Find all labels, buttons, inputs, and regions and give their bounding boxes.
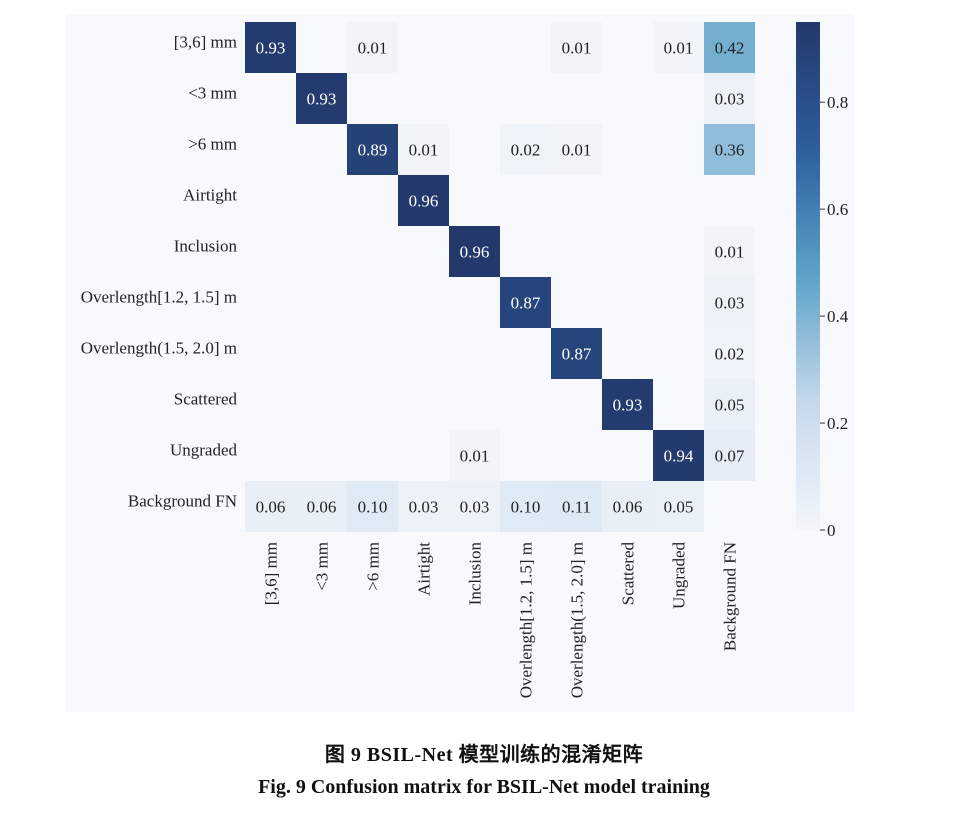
confusion-matrix-heatmap: 0.93 0.01 0.01 0.01 0.42 0.93 0.03 0.89 0.01 0.02… [81,22,849,698]
cell-value-label: 0.01 [664,39,694,58]
cell-value-label: 0.06 [256,498,286,517]
heatmap-cell [551,22,602,73]
cell-value-label: 0.10 [358,498,388,517]
cell-value-label: 0.01 [358,39,388,58]
heatmap-cell [296,481,347,532]
heatmap-cell [653,22,704,73]
heatmap-cell [704,379,755,430]
heatmap-cell [347,481,398,532]
column-tick-label: Ungraded [670,542,689,610]
cell-value-label: 0.89 [358,141,388,160]
cell-value-label: 0.01 [715,243,745,262]
column-tick-label: >6 mm [364,542,383,591]
heatmap-cell [245,22,296,73]
heatmap-cell [500,481,551,532]
cell-value-label: 0.02 [715,345,745,364]
cell-value-label: 0.03 [460,498,490,517]
column-tick-label: Background FN [721,542,740,651]
column-tick-label: <3 mm [313,542,332,591]
heatmap-cell [653,481,704,532]
cell-value-label: 0.93 [307,90,337,109]
heatmap-cell [551,124,602,175]
cell-value-label: 0.01 [409,141,439,160]
cell-value-label: 0.06 [613,498,643,517]
cell-value-label: 0.02 [511,141,541,160]
heatmap-cell [602,481,653,532]
heatmap-cell [551,481,602,532]
cell-value-label: 0.05 [664,498,694,517]
heatmap-cell [347,124,398,175]
heatmap-cell [704,22,755,73]
cell-value-label: 0.11 [562,498,591,517]
row-tick-label: Airtight [183,186,237,205]
cell-value-label: 0.01 [562,141,592,160]
row-tick-label: <3 mm [188,84,237,103]
heatmap-cell [551,328,602,379]
cell-value-label: 0.03 [715,294,745,313]
colorbar-tick-label: 0.4 [827,307,849,326]
figure-caption-english: Fig. 9 Confusion matrix for BSIL-Net mod… [258,776,710,798]
heatmap-cell [704,277,755,328]
cell-value-label: 0.36 [715,141,745,160]
column-tick-label: Airtight [415,542,434,596]
heatmap-cell [398,175,449,226]
cell-value-label: 0.87 [562,345,592,364]
cell-value-label: 0.93 [613,396,643,415]
heatmap-cell [449,226,500,277]
cell-value-label: 0.06 [307,498,337,517]
column-tick-label: Overlength[1.2, 1.5] m [517,542,536,698]
row-tick-label: Inclusion [174,237,238,256]
colorbar-tick-label: 0 [827,521,836,540]
column-tick-label: Overlength(1.5, 2.0] m [568,542,587,698]
cell-value-label: 0.01 [460,447,490,466]
cell-value-label: 0.94 [664,447,694,466]
heatmap-cell [704,328,755,379]
colorbar-tick-label: 0.6 [827,200,848,219]
heatmap-cell [449,430,500,481]
cell-value-label: 0.07 [715,447,745,466]
row-tick-label: Overlength(1.5, 2.0] m [81,339,237,358]
cell-value-label: 0.96 [460,243,490,262]
colorbar-tick-label: 0.8 [827,93,848,112]
heatmap-cell [704,430,755,481]
row-tick-label: Ungraded [170,441,238,460]
row-tick-label: Background FN [128,492,237,511]
cell-value-label: 0.01 [562,39,592,58]
cell-value-label: 0.03 [715,90,745,109]
heatmap-cell [245,481,296,532]
figure-caption-chinese: 图 9 BSIL-Net 模型训练的混淆矩阵 [324,744,644,766]
cell-value-label: 0.42 [715,39,745,58]
cell-value-label: 0.96 [409,192,439,211]
cell-value-label: 0.93 [256,39,286,58]
cell-value-label: 0.03 [409,498,439,517]
heatmap-cell [347,22,398,73]
heatmap-cell [704,226,755,277]
column-tick-label: Scattered [619,542,638,606]
heatmap-cell [398,124,449,175]
heatmap-cell [296,73,347,124]
heatmap-cell [704,124,755,175]
row-tick-label: >6 mm [188,135,237,154]
row-tick-label: Scattered [174,390,238,409]
heatmap-cell [704,73,755,124]
heatmap-cell [500,277,551,328]
heatmap-cell [602,379,653,430]
cell-value-label: 0.87 [511,294,541,313]
row-tick-label: [3,6] mm [174,33,237,52]
column-tick-label: Inclusion [466,542,485,606]
cell-value-label: 0.05 [715,396,745,415]
row-tick-label: Overlength[1.2, 1.5] m [81,288,237,307]
heatmap-cell [449,481,500,532]
cell-value-label: 0.10 [511,498,541,517]
heatmap-cell [500,124,551,175]
colorbar-tick-label: 0.2 [827,414,848,433]
column-tick-label: [3,6] mm [262,542,281,605]
heatmap-cell [398,481,449,532]
colorbar [796,22,820,530]
heatmap-cell [653,430,704,481]
